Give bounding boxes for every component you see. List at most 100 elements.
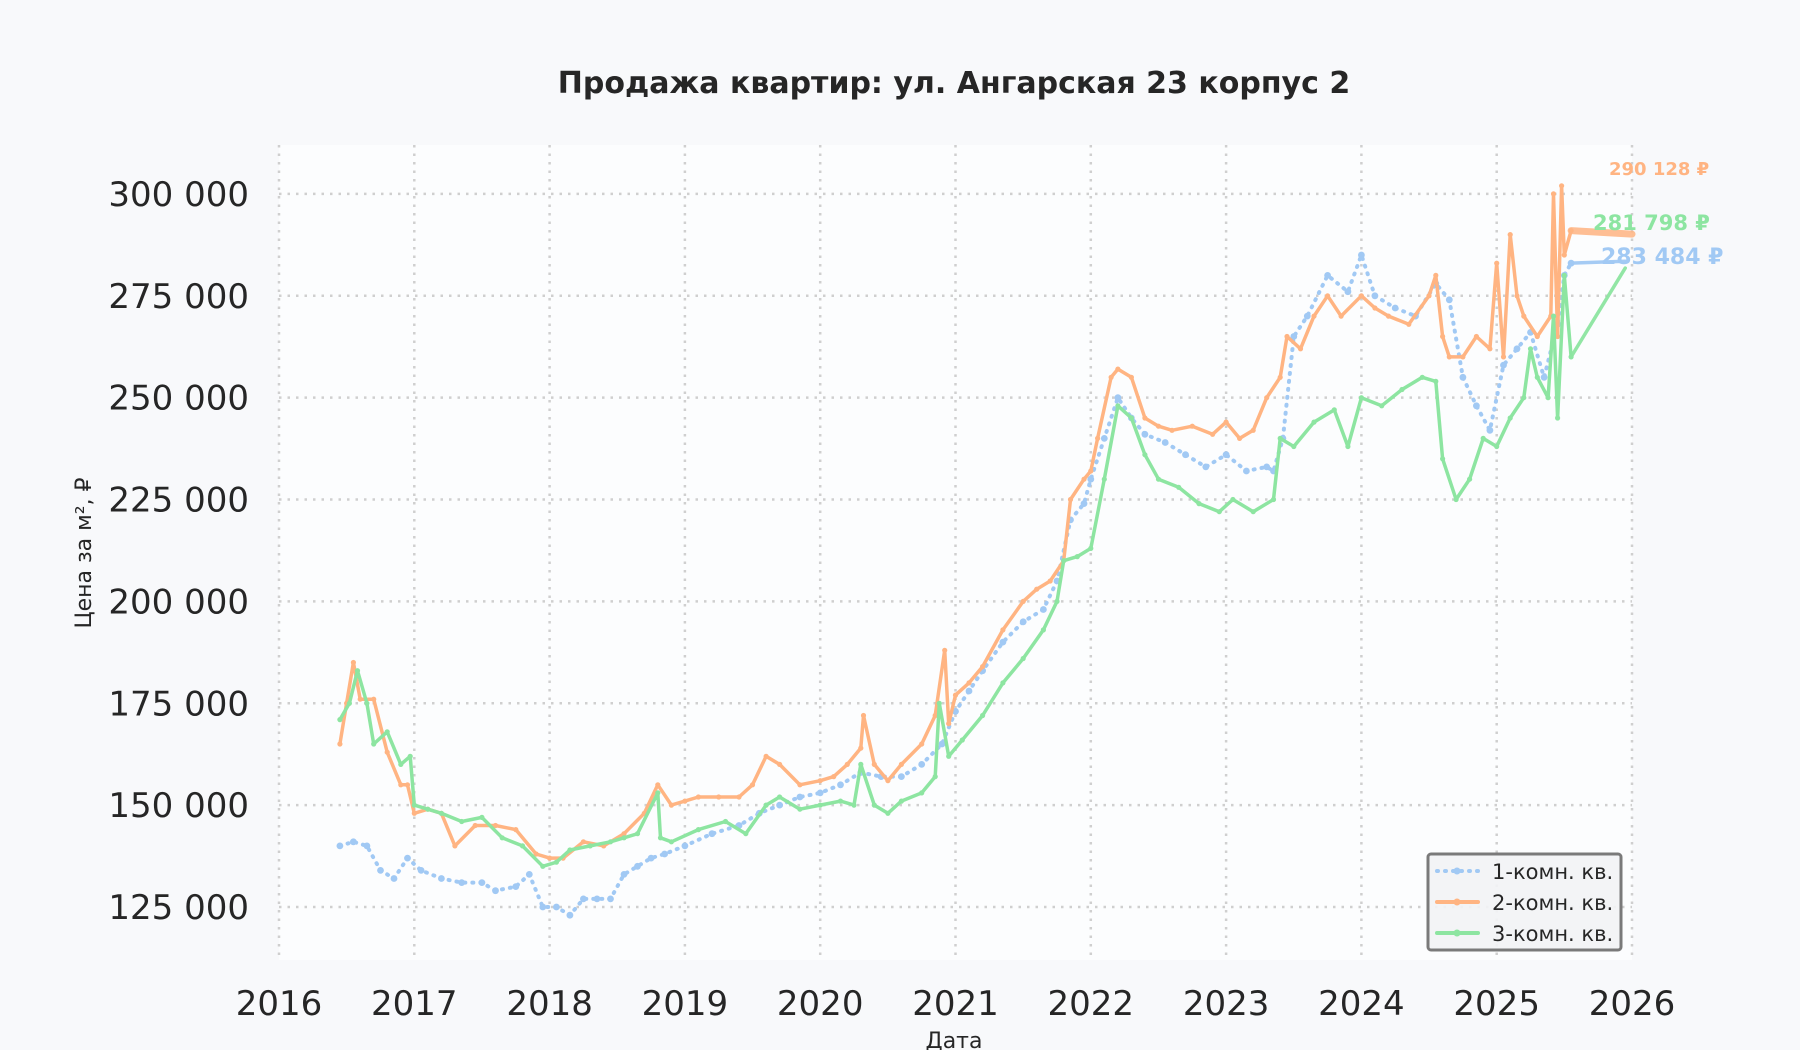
- data-point: [1561, 272, 1567, 278]
- data-point: [553, 859, 560, 865]
- data-point: [580, 839, 587, 845]
- data-point: [1034, 586, 1040, 592]
- data-point: [1507, 415, 1513, 421]
- data-point: [1550, 191, 1557, 197]
- data-point: [519, 843, 526, 849]
- data-point: [1277, 374, 1283, 380]
- data-point: [1419, 374, 1425, 380]
- data-point: [796, 793, 804, 801]
- data-point: [668, 802, 675, 808]
- data-point: [1453, 496, 1459, 503]
- data-point: [1161, 439, 1169, 446]
- data-point: [1344, 288, 1352, 296]
- data-point: [539, 903, 547, 911]
- x-tick-label: 2016: [236, 984, 323, 1024]
- data-point: [499, 835, 505, 841]
- data-point: [1237, 435, 1243, 441]
- data-point: [1459, 373, 1467, 381]
- end-label-layer: 290 128 ₽ 281 798 ₽ 283 484 ₽: [1593, 159, 1723, 270]
- data-point: [1128, 374, 1134, 380]
- data-point: [1473, 402, 1480, 410]
- data-point: [1385, 313, 1392, 319]
- data-point: [1358, 395, 1364, 401]
- data-point: [1480, 435, 1486, 441]
- data-point: [1345, 443, 1351, 450]
- data-point: [458, 879, 466, 886]
- end-value-label: 290 128 ₽: [1609, 159, 1709, 180]
- data-point: [411, 802, 417, 808]
- data-point: [1230, 496, 1236, 503]
- data-point: [390, 875, 398, 882]
- data-point: [1534, 333, 1540, 340]
- series-3-room: [337, 266, 1627, 869]
- data-point: [404, 854, 411, 862]
- data-point: [398, 761, 404, 768]
- data-point: [350, 838, 357, 846]
- x-tick-label: 2017: [371, 984, 458, 1024]
- x-tick-label: 2023: [1183, 984, 1270, 1024]
- data-point: [1324, 272, 1331, 279]
- data-point: [919, 741, 925, 747]
- data-point: [1311, 313, 1317, 319]
- data-point: [919, 790, 925, 796]
- data-point: [1176, 484, 1182, 490]
- data-point: [831, 774, 837, 780]
- data-point: [525, 871, 533, 878]
- data-point: [1019, 618, 1027, 626]
- x-axis-label: Дата: [926, 1029, 983, 1050]
- legend-marker: [1453, 929, 1461, 937]
- x-tick-label: 2020: [777, 984, 864, 1024]
- data-point: [1500, 354, 1507, 360]
- tick-layer: 2016 2017 2018 2019 2020 2021 2022 2023 2024 2025…: [108, 175, 1675, 1024]
- data-point: [1473, 333, 1479, 340]
- data-point: [1101, 476, 1107, 482]
- data-point: [1061, 558, 1067, 564]
- data-point: [607, 895, 614, 903]
- data-point: [1264, 395, 1270, 401]
- data-point: [736, 794, 742, 800]
- legend-marker: [1453, 867, 1461, 875]
- data-point: [407, 753, 413, 759]
- data-point: [999, 638, 1007, 646]
- data-point: [1440, 456, 1446, 462]
- y-tick-label: 200 000: [108, 582, 249, 622]
- data-point: [621, 835, 627, 841]
- data-point: [1391, 304, 1399, 312]
- data-point: [1290, 333, 1298, 340]
- data-point: [1020, 655, 1026, 662]
- data-point: [1550, 313, 1557, 319]
- data-point: [1095, 435, 1101, 441]
- data-point: [1371, 292, 1379, 300]
- data-point: [337, 717, 343, 723]
- data-point: [1250, 427, 1256, 433]
- data-point: [647, 854, 655, 862]
- data-point: [1087, 475, 1095, 483]
- data-point: [1446, 354, 1452, 360]
- data-point: [1559, 183, 1565, 189]
- data-point: [1297, 346, 1304, 352]
- data-point: [1155, 423, 1162, 429]
- data-point: [1555, 415, 1561, 421]
- data-point: [346, 700, 352, 706]
- data-point: [634, 862, 641, 870]
- x-tick-label: 2026: [1589, 984, 1676, 1024]
- data-point: [634, 831, 641, 837]
- data-point: [354, 668, 361, 674]
- data-point: [1128, 415, 1134, 421]
- data-point: [1514, 293, 1520, 299]
- data-point: [1074, 554, 1080, 560]
- data-point: [898, 773, 905, 780]
- data-point: [492, 887, 499, 895]
- data-point: [1406, 321, 1412, 327]
- data-point: [1303, 312, 1311, 320]
- data-point: [1115, 366, 1121, 372]
- data-point: [885, 810, 891, 816]
- data-point: [932, 712, 938, 719]
- data-point: [1155, 476, 1162, 482]
- data-point: [946, 721, 952, 727]
- data-point: [607, 839, 614, 845]
- data-point: [1108, 374, 1114, 380]
- data-point: [777, 794, 783, 800]
- data-point: [1277, 435, 1283, 441]
